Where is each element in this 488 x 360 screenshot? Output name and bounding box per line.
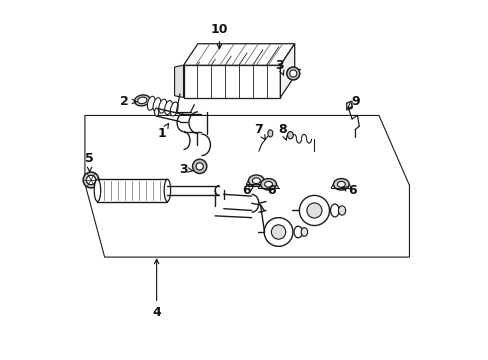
Text: 4: 4 (152, 259, 161, 319)
Ellipse shape (154, 108, 159, 116)
Ellipse shape (264, 181, 272, 187)
Text: 6: 6 (242, 184, 253, 197)
Ellipse shape (192, 159, 206, 174)
Polygon shape (280, 44, 294, 98)
Text: 7: 7 (254, 123, 265, 140)
Ellipse shape (252, 178, 260, 184)
Text: 6: 6 (342, 184, 356, 197)
Text: 3: 3 (179, 163, 193, 176)
Ellipse shape (248, 175, 264, 186)
Ellipse shape (337, 181, 345, 187)
Polygon shape (183, 65, 280, 98)
Ellipse shape (134, 95, 150, 106)
Ellipse shape (147, 96, 155, 110)
Ellipse shape (333, 179, 348, 190)
Text: 1: 1 (157, 123, 168, 140)
Polygon shape (174, 65, 183, 98)
Text: 9: 9 (347, 95, 359, 108)
Ellipse shape (164, 100, 172, 114)
Ellipse shape (264, 218, 292, 246)
Ellipse shape (267, 130, 272, 137)
Text: 6: 6 (266, 184, 275, 197)
Ellipse shape (271, 225, 285, 239)
Ellipse shape (164, 179, 170, 202)
Ellipse shape (196, 163, 203, 170)
Text: 8: 8 (278, 123, 286, 140)
Ellipse shape (260, 179, 276, 190)
Polygon shape (85, 116, 408, 257)
Ellipse shape (153, 98, 161, 112)
Ellipse shape (301, 228, 307, 236)
Ellipse shape (83, 172, 99, 188)
Ellipse shape (299, 195, 329, 226)
Text: 5: 5 (85, 152, 94, 172)
Ellipse shape (289, 70, 296, 77)
Ellipse shape (338, 206, 345, 215)
Text: 10: 10 (210, 23, 228, 49)
Text: 3: 3 (275, 59, 284, 75)
Ellipse shape (86, 175, 96, 185)
Ellipse shape (306, 203, 321, 218)
Ellipse shape (330, 204, 339, 217)
Text: 2: 2 (120, 95, 136, 108)
Ellipse shape (170, 102, 178, 116)
Ellipse shape (286, 67, 299, 80)
Ellipse shape (159, 99, 166, 113)
Ellipse shape (293, 226, 302, 238)
Ellipse shape (346, 102, 351, 109)
Polygon shape (183, 44, 294, 65)
Ellipse shape (287, 132, 293, 139)
Polygon shape (346, 101, 351, 110)
Ellipse shape (138, 97, 146, 104)
Ellipse shape (94, 179, 101, 202)
